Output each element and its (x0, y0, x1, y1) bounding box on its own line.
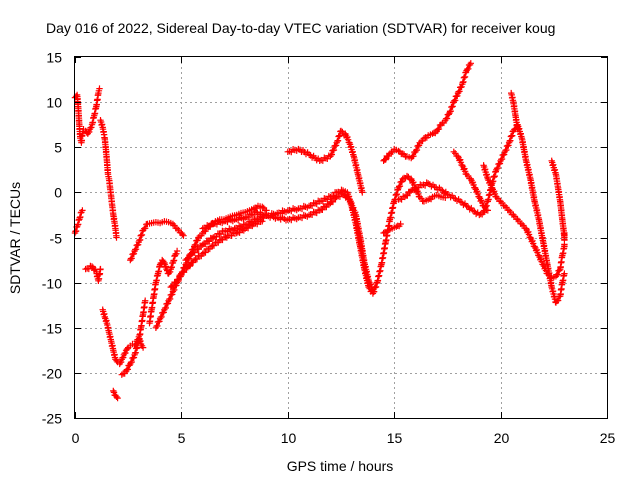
series-arc-d (97, 117, 120, 241)
series-markers (167, 217, 266, 291)
y-tick-label: 15 (46, 50, 62, 66)
x-tick-label: 0 (72, 430, 80, 446)
y-tick-label: -25 (42, 411, 62, 427)
series-markers (450, 148, 491, 214)
series-arc-u (548, 157, 568, 241)
series-markers (199, 190, 377, 293)
series-markers (548, 157, 568, 241)
series-arc-c (82, 262, 104, 284)
x-tick-label: 20 (494, 430, 510, 446)
series-arc-k (167, 217, 266, 291)
series-markers (110, 387, 121, 402)
series-arc-o (380, 220, 404, 237)
y-tick-label: -15 (42, 321, 62, 337)
series-arc-m (199, 190, 377, 293)
ticks (75, 57, 608, 419)
y-tick-labels: -25 -20 -15 -10 -5 0 5 10 15 (42, 50, 62, 427)
series-markers (395, 121, 568, 306)
series-arc-h (127, 218, 187, 264)
x-axis-title: GPS time / hours (287, 458, 394, 474)
series-markers (146, 247, 181, 327)
series-markers (118, 297, 149, 378)
series-arc-r (450, 148, 491, 214)
x-tick-label: 5 (178, 430, 186, 446)
series-markers (508, 89, 521, 133)
series-arc-s (480, 162, 568, 282)
y-tick-label: 0 (54, 185, 62, 201)
y-tick-label: 5 (54, 140, 62, 156)
series-markers (380, 60, 474, 164)
y-tick-label: -20 (42, 366, 62, 382)
y-tick-label: 10 (46, 95, 62, 111)
x-tick-labels: 0 5 10 15 20 25 (72, 430, 616, 446)
series-arc-p (380, 60, 474, 164)
x-tick-label: 25 (600, 430, 616, 446)
x-tick-label: 15 (387, 430, 403, 446)
series-markers (127, 218, 187, 264)
series-arc-t (508, 89, 521, 133)
series-markers (480, 162, 568, 282)
series-arc-n (284, 127, 366, 196)
x-tick-label: 10 (281, 430, 297, 446)
series-arc-q (395, 121, 568, 306)
y-axis-title: SDTVAR / TECUs (7, 182, 23, 294)
y-tick-label: -10 (42, 276, 62, 292)
series-arc-g (118, 297, 149, 378)
series-markers (82, 262, 104, 284)
series-arc-i (146, 247, 181, 327)
series-markers (380, 220, 404, 237)
series-markers (284, 127, 366, 196)
plot-frame (74, 56, 608, 419)
y-tick-label: -5 (50, 231, 63, 247)
chart-title: Day 016 of 2022, Sidereal Day-to-day VTE… (46, 20, 555, 36)
series-arc-f (110, 387, 121, 402)
series-markers (97, 117, 120, 241)
